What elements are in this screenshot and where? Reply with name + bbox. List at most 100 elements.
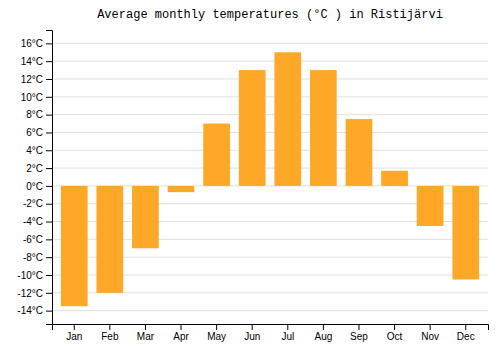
tick-mark <box>46 222 52 223</box>
tick-label: -4°C <box>23 216 43 227</box>
x-tick: Sep <box>350 324 368 342</box>
tick-label: Feb <box>101 331 119 342</box>
tick-mark <box>430 324 431 330</box>
bar <box>417 186 444 226</box>
tick-label: Jun <box>244 331 260 342</box>
tick-mark <box>46 257 52 258</box>
bar <box>61 186 88 306</box>
tick-mark <box>145 324 146 330</box>
tick-label: 4°C <box>26 145 43 156</box>
y-tick: 12°C <box>21 74 52 85</box>
tick-mark <box>46 168 52 169</box>
axis-line <box>53 325 489 331</box>
grid-line <box>52 132 488 133</box>
grid-line <box>52 61 488 62</box>
y-tick: 14°C <box>21 56 52 67</box>
grid-line <box>52 150 488 151</box>
tick-label: 0°C <box>26 181 43 192</box>
tick-label: 16°C <box>21 38 43 49</box>
grid-line <box>52 114 488 115</box>
y-tick: -14°C <box>17 305 52 316</box>
tick-label: Jan <box>66 331 82 342</box>
tick-mark <box>46 204 52 205</box>
tick-mark <box>287 324 288 330</box>
y-tick: -4°C <box>23 216 52 227</box>
chart: -14°C -12°C -10°C -8°C -6°C -4°C -2°C 0°C 2°C 4°C… <box>0 0 500 350</box>
y-tick: -6°C <box>23 234 52 245</box>
tick-label: -2°C <box>23 198 43 209</box>
tick-mark <box>394 324 395 330</box>
x-tick: Apr <box>173 324 189 342</box>
y-tick: 6°C <box>26 127 52 138</box>
y-axis: -14°C -12°C -10°C -8°C -6°C -4°C -2°C 0°C 2°C 4°C… <box>17 31 52 325</box>
tick-mark <box>358 324 359 330</box>
tick-mark <box>46 61 52 62</box>
x-tick: Aug <box>314 324 332 342</box>
tick-mark <box>46 115 52 116</box>
x-tick: Feb <box>101 324 119 342</box>
bar <box>381 171 408 186</box>
tick-label: -8°C <box>23 252 43 263</box>
y-tick: -8°C <box>23 252 52 263</box>
bar <box>239 70 266 186</box>
y-tick: 2°C <box>26 163 52 174</box>
title: Average monthly temperatures (°C ) in Ri… <box>97 8 443 22</box>
y-tick: -10°C <box>17 270 52 281</box>
tick-label: May <box>207 331 226 342</box>
bar <box>96 186 123 293</box>
tick-label: Dec <box>457 331 475 342</box>
tick-label: 10°C <box>21 92 43 103</box>
tick-mark <box>323 324 324 330</box>
tick-label: Apr <box>173 331 189 342</box>
y-tick: 8°C <box>26 109 52 120</box>
tick-label: -12°C <box>17 288 43 299</box>
grid-line <box>52 310 488 311</box>
x-tick: Jul <box>281 324 294 342</box>
tick-label: -14°C <box>17 305 43 316</box>
tick-label: Nov <box>421 331 439 342</box>
tick-mark <box>181 324 182 330</box>
bar <box>203 124 230 186</box>
y-tick: 10°C <box>21 92 52 103</box>
tick-label: 8°C <box>26 109 43 120</box>
tick-label: 14°C <box>21 56 43 67</box>
x-tick: May <box>207 324 226 342</box>
tick-mark <box>252 324 253 330</box>
x-tick: Oct <box>387 324 403 342</box>
y-tick: 4°C <box>26 145 52 156</box>
tick-label: Oct <box>387 331 403 342</box>
tick-mark <box>46 311 52 312</box>
bar <box>452 186 479 280</box>
tick-mark <box>216 324 217 330</box>
tick-label: -6°C <box>23 234 43 245</box>
tick-mark <box>465 324 466 330</box>
plot-area <box>61 52 479 306</box>
grid <box>52 43 488 310</box>
tick-mark <box>109 324 110 330</box>
tick-mark <box>46 97 52 98</box>
y-tick: -2°C <box>23 198 52 209</box>
bar <box>274 52 301 186</box>
tick-label: 6°C <box>26 127 43 138</box>
tick-mark <box>46 293 52 294</box>
bar <box>168 186 195 192</box>
tick-mark <box>46 43 52 44</box>
tick-label: 12°C <box>21 74 43 85</box>
bar <box>132 186 159 248</box>
grid-line <box>52 96 488 97</box>
tick-label: Sep <box>350 331 368 342</box>
x-tick: Nov <box>421 324 439 342</box>
y-tick: -12°C <box>17 288 52 299</box>
tick-mark <box>46 79 52 80</box>
x-axis: JanFebMarAprMayJunJulAugSepOctNovDec <box>53 324 489 342</box>
tick-label: -10°C <box>17 270 43 281</box>
tick-mark <box>46 132 52 133</box>
axis-line <box>46 31 53 325</box>
tick-mark <box>74 324 75 330</box>
x-tick: Dec <box>457 324 475 342</box>
x-tick: Jan <box>66 324 82 342</box>
grid-line <box>52 79 488 80</box>
y-tick: 0°C <box>26 181 52 192</box>
grid-line <box>52 43 488 44</box>
grid-line <box>52 168 488 169</box>
